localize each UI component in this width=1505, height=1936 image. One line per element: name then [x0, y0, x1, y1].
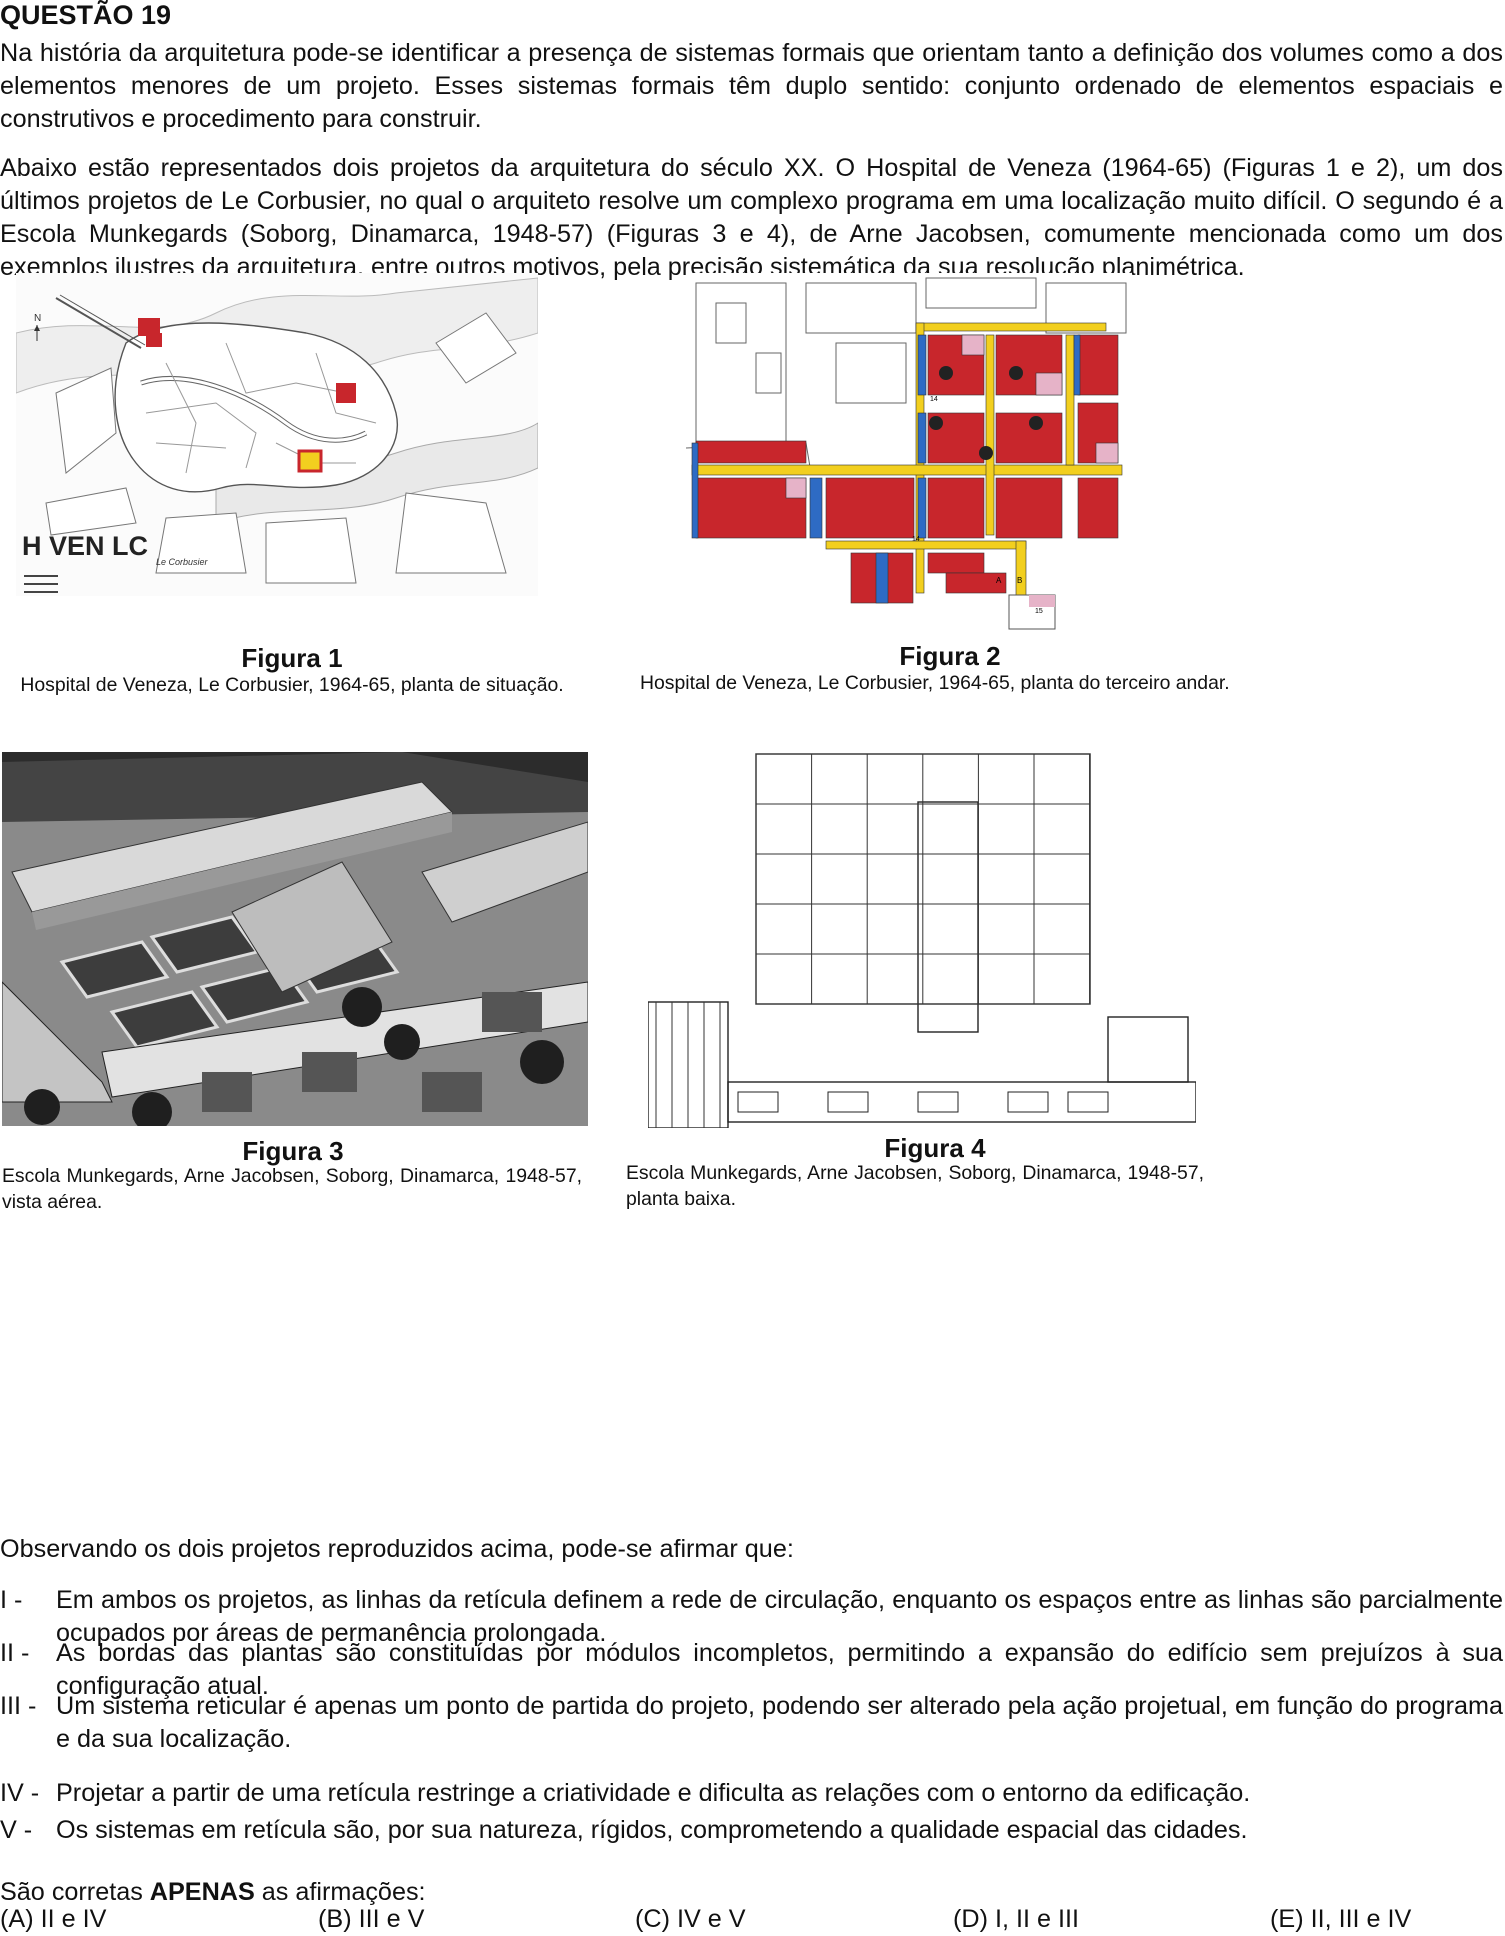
signature: Le Corbusier — [156, 557, 209, 567]
figure-2-floor-plan: 14 14 A B 15 — [686, 273, 1132, 633]
option-d[interactable]: (D) I, II e III — [953, 1905, 1079, 1934]
statement-text: Os sistemas em retícula são, por sua nat… — [56, 1814, 1503, 1847]
patient-module — [928, 553, 984, 573]
corridor — [1016, 541, 1026, 601]
statements-stem: Observando os dois projetos reproduzidos… — [0, 1535, 794, 1564]
option-a[interactable]: (A) II e IV — [0, 1905, 106, 1934]
corridor — [1066, 335, 1074, 465]
intro-paragraph-2: Abaixo estão representados dois projetos… — [0, 152, 1503, 284]
aerial-photo — [2, 752, 588, 1126]
intro-paragraph-1: Na história da arquitetura pode-se ident… — [0, 37, 1503, 136]
patient-module — [928, 478, 984, 538]
option-c[interactable]: (C) IV e V — [635, 1905, 746, 1934]
fig2-label-1: 14 — [930, 396, 938, 403]
service-module — [810, 478, 822, 538]
tree-cluster — [1009, 366, 1023, 380]
service-module — [918, 413, 926, 463]
answer-emphasis: APENAS — [150, 1878, 255, 1906]
answer-suffix: as afirmações: — [255, 1878, 426, 1906]
statement-number: II - — [0, 1637, 56, 1670]
service-module — [918, 335, 926, 395]
fig2-label-a: A — [996, 576, 1002, 585]
fig2-label-15: 15 — [1035, 608, 1043, 615]
answer-prompt: São corretas APENAS as afirmações: — [0, 1878, 426, 1907]
north-label: N — [34, 313, 41, 324]
service-module — [918, 478, 926, 538]
figure-4-caption: Escola Munkegards, Arne Jacobsen, Soborg… — [626, 1160, 1204, 1212]
tree-cluster — [939, 366, 953, 380]
patient-module — [996, 413, 1062, 463]
figure-1-site-plan: N H VEN LC Le Corbusier — [16, 273, 538, 596]
pink-module — [1096, 443, 1118, 463]
service-module — [1074, 335, 1080, 395]
school-floor-plan — [648, 742, 1196, 1128]
corridor — [916, 323, 1106, 331]
patient-module — [696, 441, 806, 463]
question-title: QUESTÃO 19 — [0, 0, 171, 31]
figure-2-caption: Hospital de Veneza, Le Corbusier, 1964-6… — [640, 670, 1500, 696]
answer-prefix: São corretas — [0, 1878, 150, 1906]
map-label: H VEN LC — [22, 531, 148, 561]
pink-module — [1036, 373, 1062, 395]
statement-number: III - — [0, 1690, 56, 1723]
fig2-label-b: B — [1017, 576, 1022, 585]
pink-module — [962, 335, 984, 355]
corridor — [986, 335, 994, 535]
hospital-floor-plan: 14 14 A B 15 — [686, 273, 1132, 633]
figure-3-caption: Escola Munkegards, Arne Jacobsen, Soborg… — [2, 1163, 582, 1215]
service-module — [876, 553, 888, 603]
statement-number: I - — [0, 1584, 56, 1617]
figure-1-caption: Hospital de Veneza, Le Corbusier, 1964-6… — [16, 672, 568, 698]
tree-cluster — [979, 446, 993, 460]
venice-site-map: N H VEN LC Le Corbusier — [16, 273, 538, 596]
tree-cluster — [929, 416, 943, 430]
statement-3: III - Um sistema reticular é apenas um p… — [0, 1690, 1503, 1756]
figure-1-title: Figura 1 — [16, 643, 568, 674]
figure-2-title: Figura 2 — [800, 641, 1100, 672]
service-module — [692, 443, 698, 538]
fig2-label-2: 14 — [912, 536, 920, 543]
corridor — [692, 465, 1122, 475]
statement-number: V - — [0, 1814, 56, 1847]
patient-module — [826, 478, 914, 538]
option-b[interactable]: (B) III e V — [318, 1905, 424, 1934]
statement-4: IV - Projetar a partir de uma retícula r… — [0, 1777, 1503, 1810]
patient-module — [1078, 478, 1118, 538]
figure-3-aerial-photo — [2, 752, 588, 1126]
statement-text: Projetar a partir de uma retícula restri… — [56, 1777, 1503, 1810]
corridor — [826, 541, 1026, 549]
patient-module — [1078, 335, 1118, 395]
patient-module — [996, 478, 1062, 538]
pink-module — [786, 478, 806, 498]
option-e[interactable]: (E) II, III e IV — [1270, 1905, 1411, 1934]
statement-number: IV - — [0, 1777, 56, 1810]
statement-text: Um sistema reticular é apenas um ponto d… — [56, 1690, 1503, 1756]
tree-cluster — [1029, 416, 1043, 430]
statement-5: V - Os sistemas em retícula são, por sua… — [0, 1814, 1503, 1847]
figure-4-floor-plan — [648, 742, 1196, 1128]
